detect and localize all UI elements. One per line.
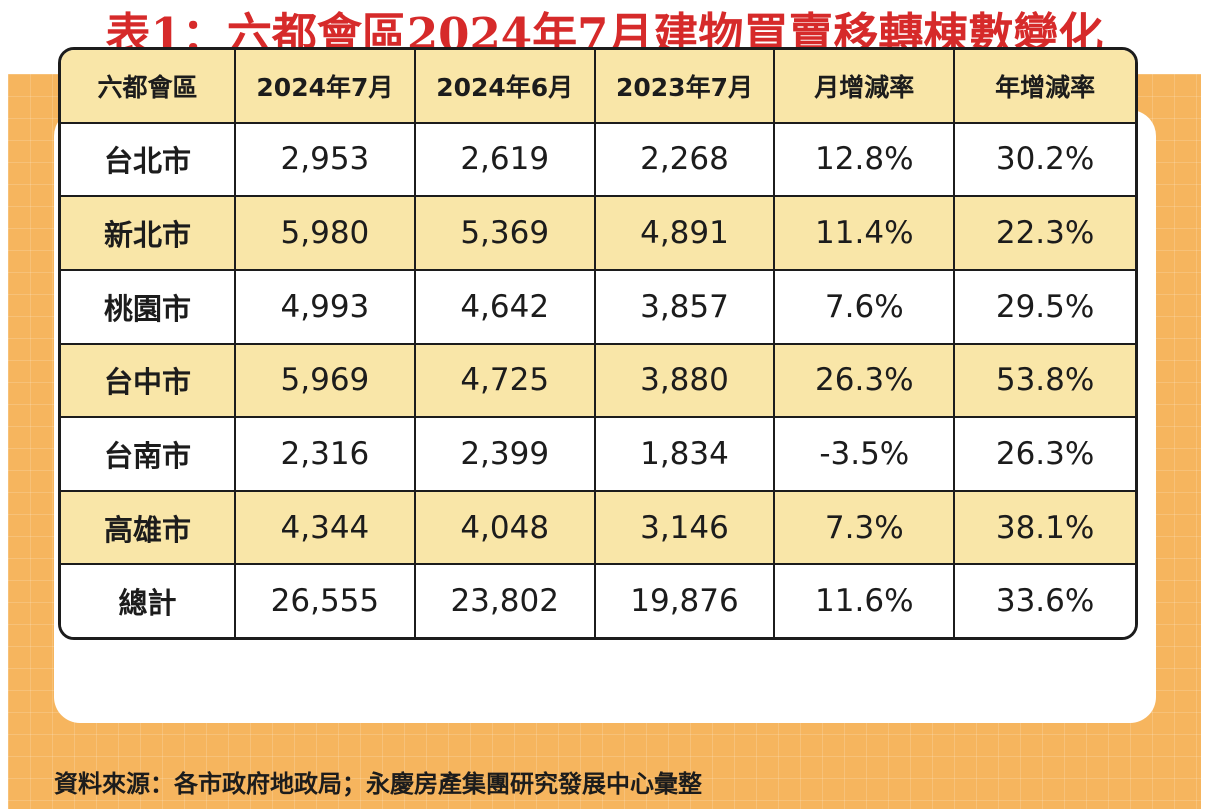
rate-cell: 22.3% [955, 197, 1135, 271]
table-row: 高雄市 4,344 4,048 3,146 7.3% 38.1% [61, 491, 1135, 566]
header-cell: 年增減率 [955, 50, 1135, 124]
header-cell: 2024年6月 [415, 50, 596, 124]
rate-cell: 7.6% [775, 270, 956, 345]
value-cell: 5,969 [236, 344, 416, 419]
table-row: 台北市 2,953 2,619 2,268 12.8% 30.2% [61, 123, 1135, 198]
value-cell: 4,993 [236, 270, 416, 345]
rate-cell: 29.5% [955, 270, 1135, 345]
table-total-row: 總計 26,555 23,802 19,876 11.6% 33.6% [61, 565, 1135, 637]
value-cell: 3,146 [595, 491, 776, 566]
table-row: 台中市 5,969 4,725 3,880 26.3% 53.8% [61, 344, 1135, 419]
rate-cell: 33.6% [955, 565, 1135, 637]
rate-cell: 53.8% [955, 344, 1135, 419]
rate-cell: 30.2% [955, 123, 1135, 198]
value-cell: 3,880 [595, 344, 776, 419]
rate-cell: 26.3% [775, 344, 956, 419]
value-cell: 2,316 [236, 418, 416, 492]
rate-cell: 12.8% [775, 123, 956, 198]
city-name-cell: 台中市 [61, 344, 236, 419]
value-cell: 2,953 [236, 123, 416, 198]
rate-cell: -3.5% [775, 418, 956, 492]
city-name-cell: 桃園市 [61, 270, 236, 345]
rate-cell: 11.6% [775, 565, 956, 637]
header-cell: 六都會區 [61, 50, 236, 124]
table-row: 桃園市 4,993 4,642 3,857 7.6% 29.5% [61, 270, 1135, 345]
value-cell: 5,980 [236, 197, 416, 271]
table-row: 台南市 2,316 2,399 1,834 -3.5% 26.3% [61, 418, 1135, 492]
value-cell: 4,891 [595, 197, 776, 271]
rate-cell: 38.1% [955, 491, 1135, 566]
table-header-row: 六都會區 2024年7月 2024年6月 2023年7月 月增減率 年增減率 [61, 50, 1135, 124]
header-cell: 2024年7月 [236, 50, 416, 124]
source-note: 資料來源：各市政府地政局；永慶房產集團研究發展中心彙整 [54, 770, 702, 798]
value-cell: 4,725 [415, 344, 596, 419]
header-cell: 2023年7月 [595, 50, 776, 124]
rate-cell: 26.3% [955, 418, 1135, 492]
value-cell: 5,369 [415, 197, 596, 271]
city-name-cell: 台南市 [61, 418, 236, 492]
rate-cell: 11.4% [775, 197, 956, 271]
city-name-cell: 高雄市 [61, 491, 236, 566]
value-cell: 26,555 [236, 565, 416, 637]
value-cell: 2,399 [415, 418, 596, 492]
value-cell: 23,802 [415, 565, 596, 637]
value-cell: 4,642 [415, 270, 596, 345]
value-cell: 3,857 [595, 270, 776, 345]
value-cell: 4,048 [415, 491, 596, 566]
table-row: 新北市 5,980 5,369 4,891 11.4% 22.3% [61, 197, 1135, 271]
data-table: 六都會區 2024年7月 2024年6月 2023年7月 月增減率 年增減率 台… [58, 47, 1138, 640]
total-label-cell: 總計 [61, 565, 236, 637]
value-cell: 4,344 [236, 491, 416, 566]
value-cell: 1,834 [595, 418, 776, 492]
value-cell: 2,619 [415, 123, 596, 198]
value-cell: 2,268 [595, 123, 776, 198]
header-cell: 月增減率 [775, 50, 956, 124]
city-name-cell: 新北市 [61, 197, 236, 271]
value-cell: 19,876 [595, 565, 776, 637]
city-name-cell: 台北市 [61, 123, 236, 198]
rate-cell: 7.3% [775, 491, 956, 566]
